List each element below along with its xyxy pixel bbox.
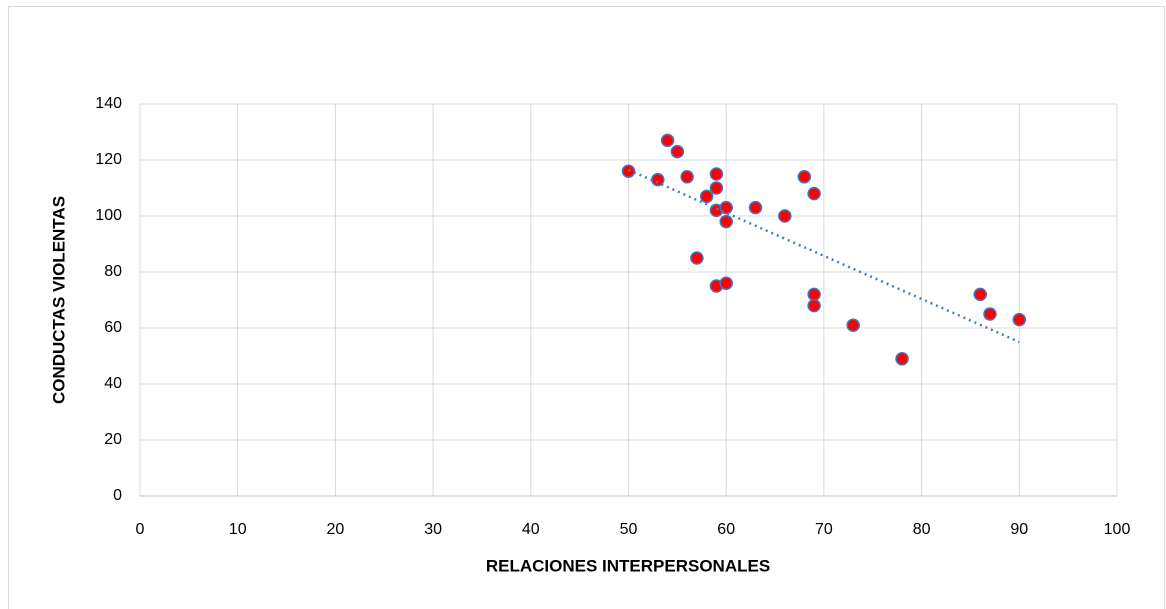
x-tick-label: 70 [815,521,833,538]
point [807,186,821,201]
y-tick-label: 80 [104,263,122,280]
point [680,170,694,184]
point [709,181,724,195]
point [1012,312,1027,327]
x-tick-label: 40 [522,521,540,538]
chart-frame [8,6,1165,609]
point [699,189,714,204]
trendline [627,168,1020,344]
point [846,318,860,332]
x-tick-label: 100 [1104,521,1131,538]
point [895,352,909,366]
point [670,144,685,159]
point [719,214,733,229]
y-tick-label: 100 [95,207,122,224]
point [719,276,733,290]
y-axis-title: CONDUCTAS VIOLENTAS [49,196,68,404]
point [983,307,997,321]
y-tick-label: 40 [104,375,122,392]
y-tick-label: 20 [104,431,122,448]
point [748,200,763,215]
x-tick-label: 90 [1010,521,1028,538]
point [621,164,636,178]
point [797,170,812,184]
point [807,287,821,302]
x-tick-label: 20 [327,521,345,538]
x-tick-label: 80 [913,521,931,538]
y-tick-label: 140 [95,95,122,112]
point [807,298,821,313]
x-tick-label: 30 [424,521,442,538]
y-tick-label: 0 [113,487,122,504]
x-tick-label: 10 [229,521,247,538]
y-tick-label: 120 [95,151,122,168]
x-tick-label: 60 [717,521,735,538]
x-tick-label: 0 [136,521,145,538]
point [690,251,704,265]
y-tick-label: 60 [104,319,122,336]
x-axis-title: RELACIONES INTERPERSONALES [486,556,770,575]
point [709,167,724,181]
point [778,209,792,223]
point [660,133,675,148]
x-tick-label: 50 [620,521,638,538]
point [973,287,987,302]
